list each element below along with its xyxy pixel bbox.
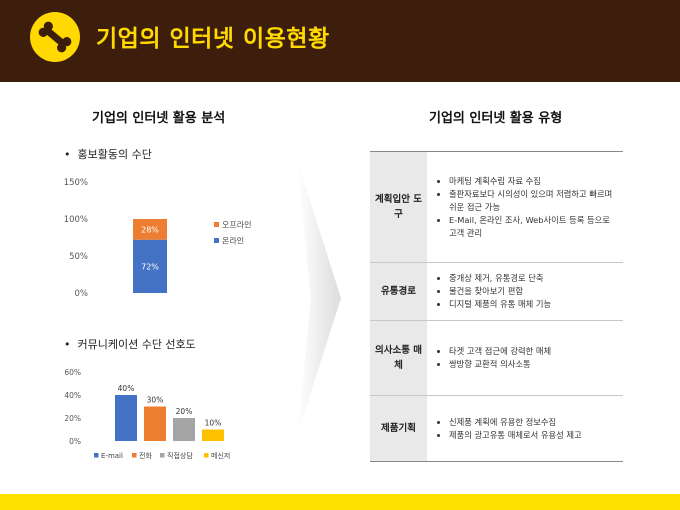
row-item-list: 신제품 계획에 유용한 정보수집제품의 광고유통 매체로서 유용성 제고 [435,416,617,442]
row-items: 타겟 고객 접근에 강력한 매체쌍방향 교환적 의사소통 [427,321,623,395]
row-items: 중개상 제거, 유통경로 단축물건을 찾아보기 편함디지털 제품의 유통 매체 … [427,263,623,320]
row-items: 마케팅 계획수립 자료 수집출판자료보다 시의성이 있으며 저렴하고 빠르며 쉬… [427,152,623,262]
bottom-accent-bar [0,494,680,510]
table-row: 의사소통 매체 타겟 고객 접근에 강력한 매체쌍방향 교환적 의사소통 [370,321,623,396]
chart1-legend-label: 오프라인 [222,220,251,230]
list-item: 물건을 찾아보기 편함 [449,285,617,298]
row-label: 제품기획 [370,396,427,461]
chart2-heading: • 커뮤니케이션 수단 선호도 [64,338,196,351]
chart2-legend-swatch [160,453,165,458]
chart2-svg: 0% 20% 40% 60% 40% 30% 20% 10% E-mail 전화 직접상담 메신저 [64,368,230,460]
chart1-y-tick: 0% [75,289,89,299]
chart2-value-label: 30% [147,396,164,405]
chevron-arrow-icon [297,160,341,436]
chart1-legend-label: 온라인 [222,236,244,246]
chart2-y-tick: 20% [64,414,81,423]
row-label: 유통경로 [370,263,427,320]
chart2-legend-label: E-mail [101,452,123,460]
list-item: 출판자료보다 시의성이 있으며 저렴하고 빠르며 쉬운 접근 가능 [449,188,617,214]
list-item: 타겟 고객 접근에 강력한 매체 [449,345,617,358]
chart1-data-label: 28% [141,225,159,234]
right-section-title: 기업의 인터넷 활용 유형 [429,111,563,126]
chart1-legend-swatch [214,222,219,227]
list-item: E-Mail, 온라인 조사, Web사이트 등록 등으로 고객 관리 [449,214,617,240]
usage-type-table: 계획입안 도구마케팅 계획수립 자료 수집출판자료보다 시의성이 있으며 저렴하… [370,151,623,462]
chart2-legend-label: 직접상담 [167,451,193,460]
chart2-value-label: 10% [205,419,222,428]
list-item: 신제품 계획에 유용한 정보수집 [449,416,617,429]
chart1-y-tick: 150% [64,178,88,188]
row-items: 신제품 계획에 유용한 정보수집제품의 광고유통 매체로서 유용성 제고 [427,396,623,461]
chart2-bar [173,418,195,441]
chart2-y-tick: 60% [64,368,81,377]
chart2-legend-label: 메신저 [211,451,230,460]
chart2-value-label: 20% [176,407,193,416]
table-row: 계획입안 도구마케팅 계획수립 자료 수집출판자료보다 시의성이 있으며 저렴하… [370,152,623,263]
chart2-y-tick: 0% [69,437,81,446]
chart2-title: 커뮤니케이션 수단 선호도 [77,338,196,351]
row-item-list: 중개상 제거, 유통경로 단축물건을 찾아보기 편함디지털 제품의 유통 매체 … [435,272,617,311]
list-item: 디지털 제품의 유통 매체 기능 [449,298,617,311]
chart2-legend-label: 전화 [139,451,152,460]
chart2-bar [202,429,224,441]
page-title: 기업의 인터넷 이용현황 [96,26,330,52]
table-row: 유통경로중개상 제거, 유통경로 단축물건을 찾아보기 편함디지털 제품의 유통… [370,263,623,321]
chart2-legend-swatch [132,453,137,458]
table-row: 제품기획 신제품 계획에 유용한 정보수집제품의 광고유통 매체로서 유용성 제고 [370,396,623,461]
chart1-title: 홍보활동의 수단 [77,148,152,161]
list-item: 제품의 광고유통 매체로서 유용성 제고 [449,429,617,442]
bone-icon [38,21,72,53]
chart2-value-label: 40% [118,384,135,393]
chart1-y-tick: 50% [69,252,88,262]
row-label: 계획입안 도구 [370,152,427,262]
chart2-bar [115,395,137,441]
chart1-bar-segment [133,219,167,240]
chart2-y-tick: 40% [64,391,81,400]
chart1-bar-segment [133,239,167,293]
chart2-legend-swatch [94,453,99,458]
row-label: 의사소통 매체 [370,321,427,395]
list-item: 마케팅 계획수립 자료 수집 [449,175,617,188]
chart1-legend-swatch [214,238,219,243]
row-item-list: 마케팅 계획수립 자료 수집출판자료보다 시의성이 있으며 저렴하고 빠르며 쉬… [435,175,617,240]
chart2-legend-swatch [204,453,209,458]
logo-badge [30,12,80,62]
chart1-data-label: 72% [141,262,159,271]
list-item: 쌍방향 교환적 의사소통 [449,358,617,371]
left-section-title: 기업의 인터넷 활용 분석 [92,111,226,126]
chart2-bar [144,406,166,441]
row-item-list: 타겟 고객 접근에 강력한 매체쌍방향 교환적 의사소통 [435,345,617,371]
list-item: 중개상 제거, 유통경로 단축 [449,272,617,285]
chart1-y-tick: 100% [64,215,88,225]
header-bar: 기업의 인터넷 이용현황 [0,0,680,82]
chart1-heading: • 홍보활동의 수단 [64,148,152,161]
